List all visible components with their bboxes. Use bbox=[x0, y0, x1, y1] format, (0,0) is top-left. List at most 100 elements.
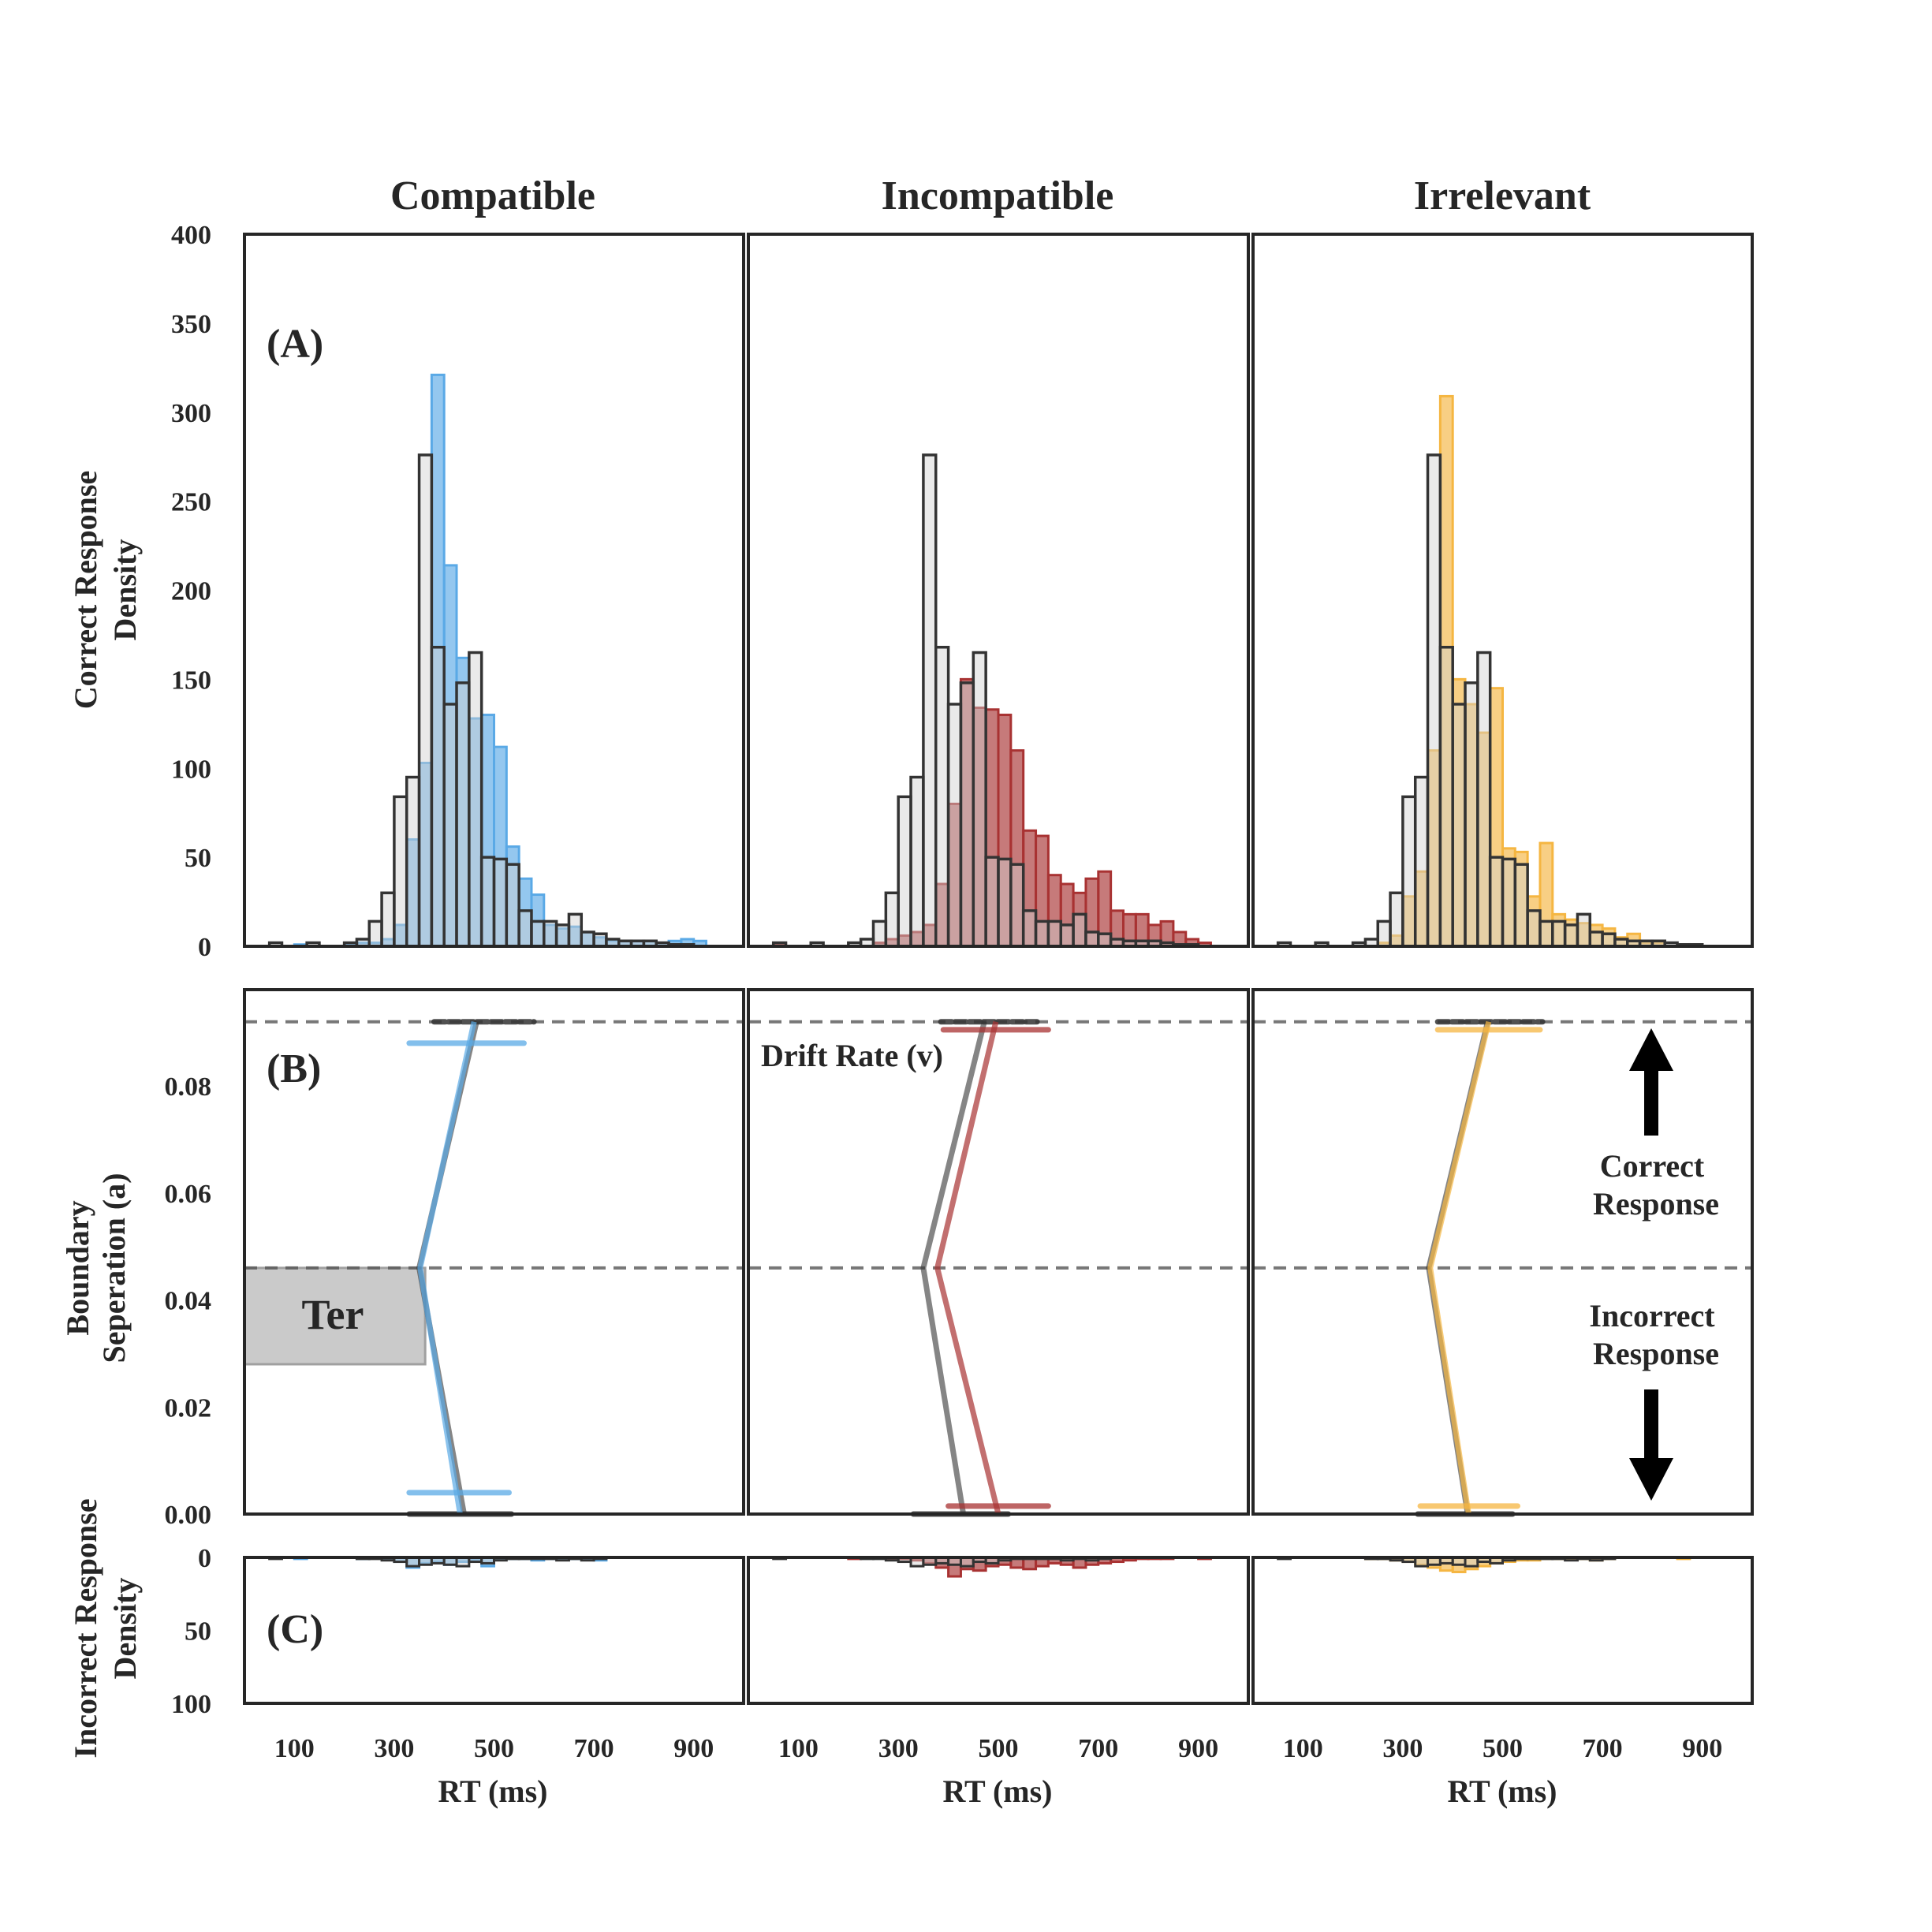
x-tick-label: 300 bbox=[374, 1734, 414, 1763]
xlabel-irrelevant: RT (ms) bbox=[1448, 1773, 1557, 1809]
bar-reference bbox=[1488, 856, 1505, 948]
bar-reference bbox=[871, 919, 888, 948]
y-tick-label-b: 0.06 bbox=[165, 1180, 212, 1209]
bar-reference bbox=[1526, 909, 1542, 948]
axis-ticks: 100 300 500 700 900 100 300 500 700 900 100 300 500 7… bbox=[165, 221, 1754, 1763]
bar-reference bbox=[455, 681, 471, 948]
bar-reference bbox=[1413, 775, 1430, 948]
panel-a-ylabel-line2: Density bbox=[107, 539, 143, 641]
panel-c-ylabel-line1: Incorrect Response bbox=[68, 1498, 103, 1758]
y-tick-label-a: 100 bbox=[171, 755, 211, 784]
x-tick-label: 100 bbox=[1283, 1734, 1323, 1763]
bar-reference bbox=[1046, 919, 1063, 948]
panel-frame-a-incompatible bbox=[747, 233, 1250, 948]
x-tick-label: 500 bbox=[979, 1734, 1019, 1763]
correct-response-line1: Correct bbox=[1600, 1148, 1705, 1184]
bar-reference bbox=[468, 651, 483, 948]
correct-response-arrow-icon bbox=[1629, 1028, 1673, 1136]
y-tick-label-c: 100 bbox=[171, 1690, 211, 1719]
bar-reference bbox=[1438, 645, 1454, 948]
bar-reference bbox=[997, 857, 1013, 948]
panel-frame-c-incompatible bbox=[747, 1556, 1250, 1705]
y-tick-label-a: 200 bbox=[171, 577, 211, 606]
drift-path-compatible bbox=[417, 1020, 477, 1515]
panel-a-ylabel-line1: Correct Response bbox=[68, 471, 103, 710]
panel-label-c: (C) bbox=[267, 1607, 323, 1652]
column-title-irrelevant: Irrelevant bbox=[1414, 173, 1591, 218]
y-tick-label-b: 0.08 bbox=[165, 1072, 212, 1102]
bar-reference bbox=[492, 857, 509, 948]
y-tick-label-c: 50 bbox=[185, 1617, 211, 1647]
bar-reference bbox=[1401, 795, 1417, 948]
bar-reference bbox=[1426, 453, 1442, 948]
x-tick-label: 100 bbox=[778, 1734, 819, 1763]
y-tick-label-a: 0 bbox=[198, 933, 211, 962]
bar-reference bbox=[1476, 651, 1492, 948]
x-tick-label: 700 bbox=[574, 1734, 614, 1763]
bar-reference bbox=[1084, 931, 1100, 948]
bar-reference bbox=[1021, 909, 1038, 948]
y-tick-label-a: 400 bbox=[171, 221, 211, 250]
bar-reference bbox=[1072, 912, 1087, 948]
column-title-incompatible: Incompatible bbox=[882, 173, 1114, 218]
panel-label-b: (B) bbox=[267, 1046, 321, 1091]
panel-c-histograms bbox=[268, 1556, 1691, 1578]
bar-reference bbox=[442, 703, 458, 948]
bar-reference bbox=[1389, 891, 1404, 948]
x-tick-label: 700 bbox=[1583, 1734, 1623, 1763]
panel-b-ylabel-line1: Boundary bbox=[60, 1200, 95, 1335]
ter-box bbox=[243, 1266, 427, 1366]
drift-path-reference bbox=[920, 1020, 987, 1515]
bar-reference bbox=[1551, 919, 1567, 948]
x-tick-label: 500 bbox=[1483, 1734, 1523, 1763]
bar-reference bbox=[1464, 681, 1479, 948]
bar-reference bbox=[367, 919, 383, 948]
bar-reference bbox=[530, 919, 546, 948]
panel-frame-a-compatible bbox=[243, 233, 745, 948]
bar-reference bbox=[934, 645, 950, 948]
panel-c-ylabel-line2: Density bbox=[107, 1578, 143, 1680]
bar-reference bbox=[897, 795, 912, 948]
panel-frame-a-irrelevant bbox=[1251, 233, 1754, 948]
x-tick-label: 900 bbox=[1178, 1734, 1218, 1763]
panel-frame-c-compatible bbox=[243, 1556, 745, 1705]
xlabel-incompatible: RT (ms) bbox=[943, 1773, 1053, 1809]
bar-reference bbox=[393, 795, 408, 948]
y-tick-label-b: 0.00 bbox=[165, 1501, 212, 1530]
panel-frame-b-irrelevant bbox=[1251, 988, 1754, 1516]
incorrect-response-line2: Response bbox=[1593, 1336, 1719, 1371]
bar-reference bbox=[1376, 919, 1392, 948]
bar-reference bbox=[884, 891, 900, 948]
panel-frame-b-compatible bbox=[243, 988, 745, 1516]
drift-rate-label: Drift Rate (v) bbox=[761, 1038, 943, 1073]
bar-reference bbox=[1009, 863, 1025, 948]
bar-reference bbox=[946, 703, 963, 948]
bar-reference bbox=[1451, 703, 1467, 948]
x-tick-label: 300 bbox=[878, 1734, 919, 1763]
x-tick-label: 300 bbox=[1382, 1734, 1423, 1763]
bar-reference bbox=[1501, 857, 1517, 948]
bar-reference bbox=[380, 891, 396, 948]
bar-reference bbox=[972, 651, 987, 948]
bar-reference bbox=[1513, 863, 1529, 948]
incorrect-response-arrow-icon bbox=[1629, 1389, 1673, 1501]
y-tick-label-a: 300 bbox=[171, 399, 211, 428]
panel-a-histograms bbox=[267, 373, 1704, 948]
x-tick-label: 100 bbox=[274, 1734, 315, 1763]
bar-reference bbox=[580, 931, 595, 948]
ter-label: Ter bbox=[302, 1291, 364, 1338]
bar-reference bbox=[1097, 932, 1113, 948]
bar-reference bbox=[1539, 919, 1554, 948]
y-tick-label-b: 0.02 bbox=[165, 1393, 212, 1423]
panel-frame-b-incompatible bbox=[747, 988, 1250, 1516]
panel-label-a: (A) bbox=[267, 322, 323, 367]
x-tick-label: 900 bbox=[673, 1734, 714, 1763]
bar-reference bbox=[479, 856, 496, 948]
bar-reference bbox=[430, 645, 446, 948]
bar-reference bbox=[1588, 931, 1604, 948]
bar-reference bbox=[984, 856, 1000, 948]
bar-reference bbox=[1576, 912, 1592, 948]
bar-reference bbox=[1563, 923, 1580, 948]
bar-reference bbox=[592, 932, 608, 948]
